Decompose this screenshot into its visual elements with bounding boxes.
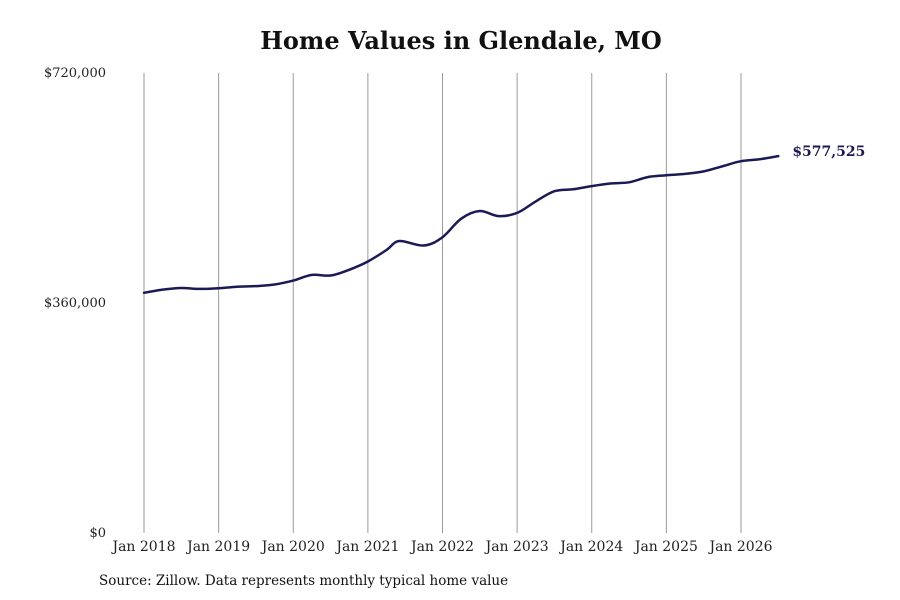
x-tick-label: Jan 2018 <box>110 539 175 555</box>
x-tick-label: Jan 2024 <box>558 539 623 555</box>
y-axis-ticks: $0 $360,000 $720,000 <box>44 66 106 541</box>
x-axis-ticks: Jan 2018 Jan 2019 Jan 2020 Jan 2021 Jan 2022… <box>110 539 772 555</box>
y-tick-label: $720,000 <box>44 66 106 81</box>
x-tick-label: Jan 2022 <box>409 539 474 555</box>
x-tick-label: Jan 2023 <box>484 539 549 555</box>
gridlines <box>144 73 741 533</box>
source-note: Source: Zillow. Data represents monthly … <box>99 573 508 589</box>
x-tick-label: Jan 2026 <box>707 539 772 555</box>
y-tick-label: $360,000 <box>44 296 106 311</box>
home-value-line <box>144 156 778 293</box>
x-tick-label: Jan 2021 <box>334 539 399 555</box>
x-tick-label: Jan 2019 <box>185 539 250 555</box>
x-tick-label: Jan 2020 <box>260 539 325 555</box>
y-tick-label: $0 <box>89 526 106 541</box>
x-tick-label: Jan 2025 <box>633 539 698 555</box>
latest-value-label: $577,525 <box>792 144 865 160</box>
